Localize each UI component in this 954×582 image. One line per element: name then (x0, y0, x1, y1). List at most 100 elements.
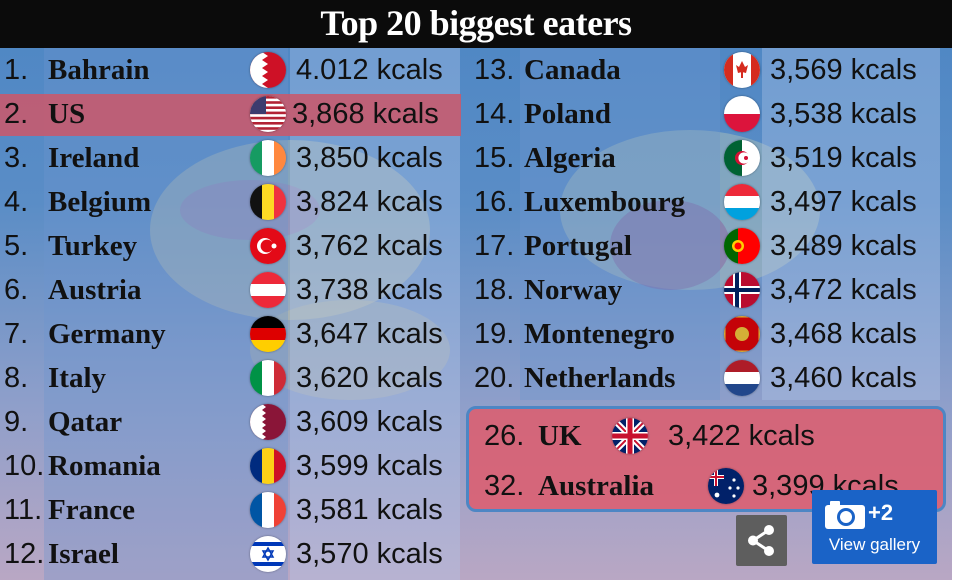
rank-number: 3. (4, 142, 29, 174)
calorie-value: 3,620 kcals (296, 362, 443, 394)
country-name: Ireland (48, 142, 140, 174)
calorie-value: 3,599 kcals (296, 450, 443, 482)
australia-flag (708, 468, 744, 504)
right-name-column-bg (520, 48, 720, 400)
rank-number: 12. (4, 538, 45, 570)
calorie-value: 3,422 kcals (668, 420, 815, 452)
rank-number: 6. (4, 274, 29, 306)
calorie-value: 3,868 kcals (292, 98, 439, 130)
rank-number: 17. (474, 230, 515, 262)
country-name: Romania (48, 450, 161, 482)
italy-flag (250, 360, 286, 396)
us-row-highlight (0, 94, 461, 136)
calorie-value: 3,762 kcals (296, 230, 443, 262)
rank-number: 15. (474, 142, 515, 174)
israel-flag (250, 536, 286, 572)
calorie-value: 3,850 kcals (296, 142, 443, 174)
rank-number: 11. (4, 494, 43, 526)
country-name: Germany (48, 318, 166, 350)
rank-number: 14. (474, 98, 515, 130)
algeria-flag (724, 140, 760, 176)
country-name: Austria (48, 274, 142, 306)
rank-number: 4. (4, 186, 29, 218)
gallery-label: View gallery (828, 535, 921, 554)
country-name: France (48, 494, 135, 526)
right-value-column-bg (762, 48, 940, 400)
map-shape-decoration (180, 180, 320, 240)
country-name: Poland (524, 98, 612, 130)
country-name: Turkey (48, 230, 138, 262)
calorie-value: 3,570 kcals (296, 538, 443, 570)
rank-number: 2. (4, 98, 29, 130)
title-bar (0, 0, 952, 48)
left-name-column-bg (44, 48, 288, 580)
calorie-value: 3,609 kcals (296, 406, 443, 438)
country-name: US (48, 98, 86, 130)
country-name: Italy (48, 362, 106, 394)
luxembourg-flag (724, 184, 760, 220)
country-name: Bahrain (48, 54, 150, 86)
view-gallery-button[interactable] (812, 490, 937, 564)
calorie-value: 3,460 kcals (770, 362, 917, 394)
map-shape-decoration (610, 200, 730, 290)
calorie-value: 3,489 kcals (770, 230, 917, 262)
calorie-value: 3,497 kcals (770, 186, 917, 218)
rank-number: 5. (4, 230, 29, 262)
rank-number: 32. (484, 470, 525, 502)
poland-flag (724, 96, 760, 132)
country-name: Belgium (48, 186, 152, 218)
country-name: Luxembourg (524, 186, 686, 218)
turkey-flag (250, 228, 286, 264)
belgium-flag (250, 184, 286, 220)
rank-number: 20. (474, 362, 515, 394)
calorie-value: 3,824 kcals (296, 186, 443, 218)
calorie-value: 3,468 kcals (770, 318, 917, 350)
country-name: Israel (48, 538, 119, 570)
rank-number: 9. (4, 406, 29, 438)
country-name: Norway (524, 274, 623, 306)
country-name: Algeria (524, 142, 616, 174)
calorie-value: 3,569 kcals (770, 54, 917, 86)
calorie-value: 4.012 kcals (296, 54, 443, 86)
us-flag (250, 96, 286, 132)
calorie-value: 3,738 kcals (296, 274, 443, 306)
uk-flag (612, 418, 648, 454)
rank-number: 8. (4, 362, 29, 394)
qatar-flag (250, 404, 286, 440)
calorie-value: 3,472 kcals (770, 274, 917, 306)
rank-number: 10. (4, 450, 45, 482)
germany-flag (250, 316, 286, 352)
rank-number: 19. (474, 318, 515, 350)
country-name: Qatar (48, 406, 123, 438)
ireland-flag (250, 140, 286, 176)
rank-number: 1. (4, 54, 29, 86)
calorie-value: 3,647 kcals (296, 318, 443, 350)
portugal-flag (724, 228, 760, 264)
gallery-count: +2 (868, 500, 894, 525)
rank-number: 16. (474, 186, 515, 218)
share-icon (748, 525, 774, 556)
map-shape-decoration (150, 140, 430, 320)
map-shape-decoration (560, 130, 820, 290)
country-name: UK (538, 420, 582, 452)
rank-number: 18. (474, 274, 515, 306)
austria-flag (250, 272, 286, 308)
country-name: Portugal (524, 230, 632, 262)
rank-number: 26. (484, 420, 525, 452)
romania-flag (250, 448, 286, 484)
rank-number: 7. (4, 318, 29, 350)
left-value-column-bg (290, 48, 460, 580)
calorie-value: 3,538 kcals (770, 98, 917, 130)
rank-number: 13. (474, 54, 515, 86)
netherlands-flag (724, 360, 760, 396)
canada-flag (724, 52, 760, 88)
share-button[interactable] (736, 515, 787, 566)
country-name: Australia (538, 470, 654, 502)
france-flag (250, 492, 286, 528)
country-name: Netherlands (524, 362, 676, 394)
calorie-value: 3,581 kcals (296, 494, 443, 526)
country-name: Canada (524, 54, 621, 86)
montenegro-flag (724, 316, 760, 352)
camera-icon (825, 501, 865, 529)
